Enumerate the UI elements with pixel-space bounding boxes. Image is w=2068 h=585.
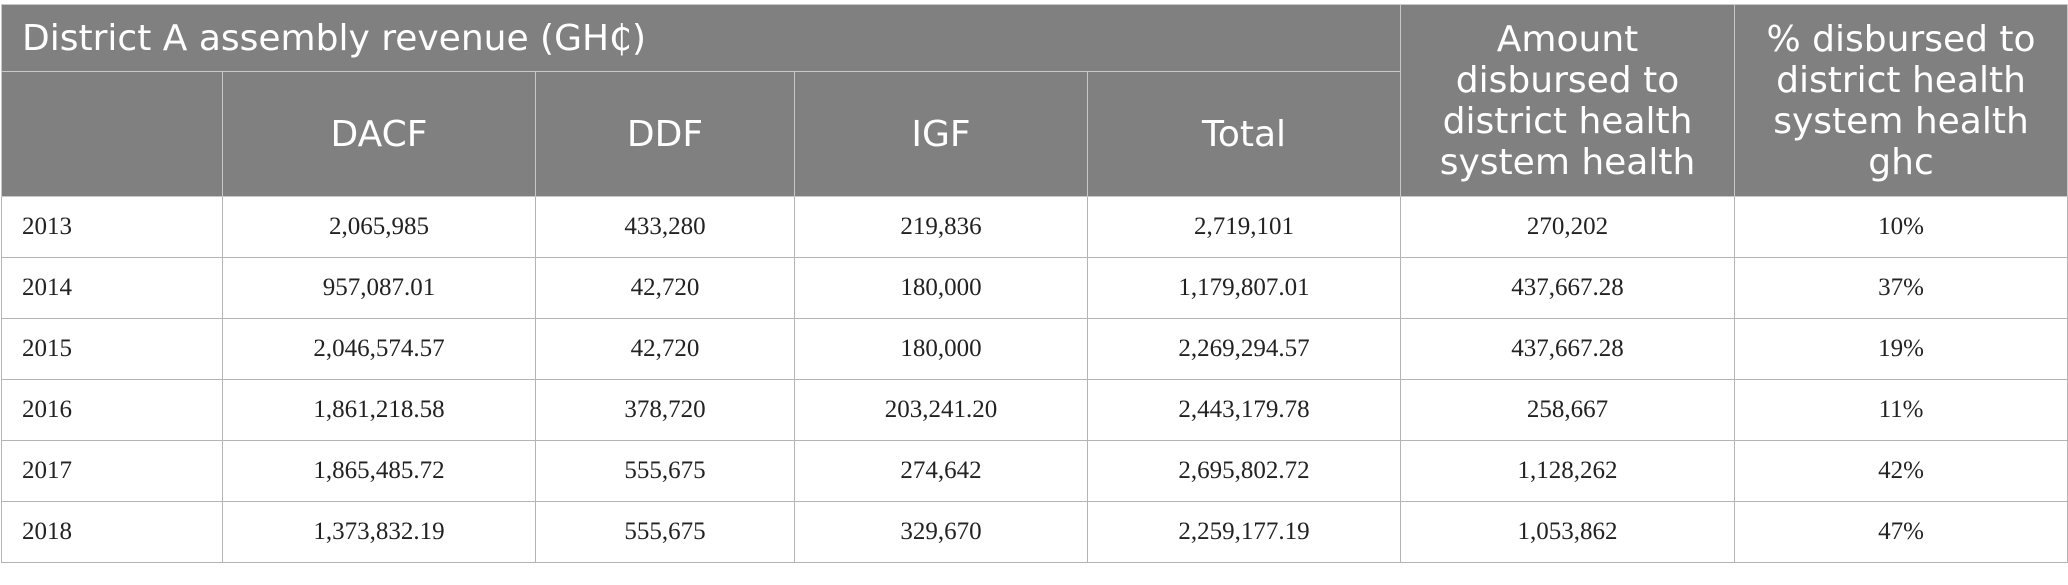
year-cell: 2017 <box>1 440 223 502</box>
revenue-table: District A assembly revenue (GH₵) Amount… <box>0 4 2068 563</box>
dacf-cell: 957,087.01 <box>222 257 536 319</box>
dacf-cell: 2,065,985 <box>222 196 536 258</box>
igf-cell: 274,642 <box>794 440 1088 502</box>
igf-cell: 180,000 <box>794 318 1088 380</box>
igf-column-header: IGF <box>794 71 1088 197</box>
table-header: District A assembly revenue (GH₵) Amount… <box>0 4 2068 197</box>
amount-cell: 1,128,262 <box>1400 440 1736 502</box>
total-cell: 2,719,101 <box>1086 196 1402 258</box>
total-cell: 2,259,177.19 <box>1086 501 1402 563</box>
amount-cell: 258,667 <box>1400 379 1736 441</box>
amount-cell: 437,667.28 <box>1400 257 1736 319</box>
ddf-cell: 555,675 <box>535 440 795 502</box>
percent-cell: 42% <box>1734 440 2068 502</box>
year-cell: 2018 <box>1 501 223 563</box>
igf-cell: 329,670 <box>794 501 1088 563</box>
amount-cell: 270,202 <box>1400 196 1736 258</box>
total-cell: 1,179,807.01 <box>1086 257 1402 319</box>
dacf-cell: 1,373,832.19 <box>222 501 536 563</box>
dacf-cell: 1,861,218.58 <box>222 379 536 441</box>
ddf-column-header: DDF <box>535 71 795 197</box>
table-row: 2015 2,046,574.57 42,720 180,000 2,269,2… <box>1 318 2068 380</box>
percent-cell: 11% <box>1734 379 2068 441</box>
table-row: 2016 1,861,218.58 378,720 203,241.20 2,4… <box>1 379 2068 441</box>
dacf-cell: 1,865,485.72 <box>222 440 536 502</box>
igf-cell: 203,241.20 <box>794 379 1088 441</box>
percent-disbursed-header: % disbursed to district health system he… <box>1734 4 2068 197</box>
year-column-header <box>1 71 223 197</box>
table-body: 2013 2,065,985 433,280 219,836 2,719,101… <box>1 196 2068 563</box>
ddf-cell: 42,720 <box>535 318 795 380</box>
percent-cell: 10% <box>1734 196 2068 258</box>
table-row: 2017 1,865,485.72 555,675 274,642 2,695,… <box>1 440 2068 502</box>
percent-cell: 37% <box>1734 257 2068 319</box>
amount-cell: 1,053,862 <box>1400 501 1736 563</box>
table-row: 2018 1,373,832.19 555,675 329,670 2,259,… <box>1 501 2068 563</box>
table-row: 2014 957,087.01 42,720 180,000 1,179,807… <box>1 257 2068 319</box>
amount-cell: 437,667.28 <box>1400 318 1736 380</box>
ddf-cell: 555,675 <box>535 501 795 563</box>
total-column-header: Total <box>1086 71 1402 197</box>
amount-disbursed-header: Amount disbursed to district health syst… <box>1400 4 1736 197</box>
header-row-group: District A assembly revenue (GH₵) Amount… <box>0 4 2068 197</box>
percent-cell: 19% <box>1734 318 2068 380</box>
igf-cell: 219,836 <box>794 196 1088 258</box>
total-cell: 2,269,294.57 <box>1086 318 1402 380</box>
dacf-cell: 2,046,574.57 <box>222 318 536 380</box>
table-row: 2013 2,065,985 433,280 219,836 2,719,101… <box>1 196 2068 258</box>
revenue-group-header: District A assembly revenue (GH₵) <box>0 4 1402 72</box>
total-cell: 2,443,179.78 <box>1086 379 1402 441</box>
percent-cell: 47% <box>1734 501 2068 563</box>
igf-cell: 180,000 <box>794 257 1088 319</box>
ddf-cell: 433,280 <box>535 196 795 258</box>
year-cell: 2013 <box>1 196 223 258</box>
dacf-column-header: DACF <box>222 71 536 197</box>
total-cell: 2,695,802.72 <box>1086 440 1402 502</box>
ddf-cell: 42,720 <box>535 257 795 319</box>
ddf-cell: 378,720 <box>535 379 795 441</box>
year-cell: 2015 <box>1 318 223 380</box>
year-cell: 2014 <box>1 257 223 319</box>
header-row-sub: DACF DDF IGF Total <box>1 71 2068 197</box>
year-cell: 2016 <box>1 379 223 441</box>
